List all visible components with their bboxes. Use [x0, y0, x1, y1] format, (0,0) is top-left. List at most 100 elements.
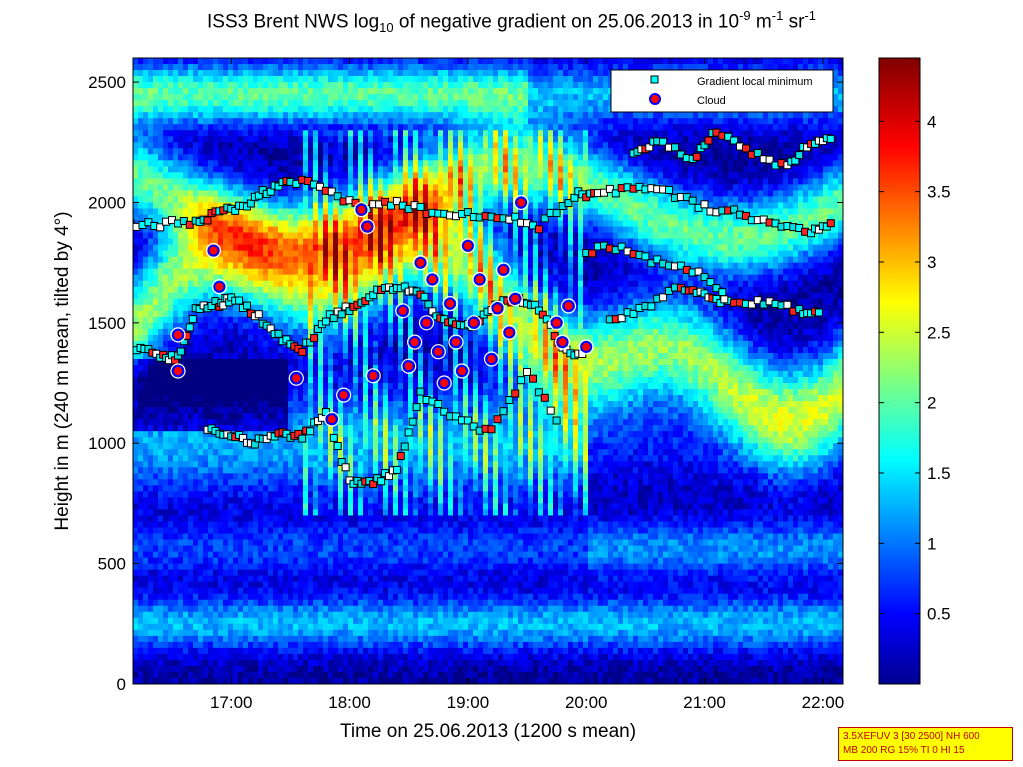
heatmap-cell: [358, 641, 364, 649]
heatmap-cell: [153, 256, 159, 264]
heatmap-cell: [363, 316, 369, 324]
heatmap-cell: [293, 467, 299, 474]
heatmap-cell: [168, 449, 174, 456]
heatmap-cell: [358, 599, 364, 607]
heatmap-cell: [148, 112, 154, 119]
heatmap-cell: [133, 94, 139, 101]
heatmap-cell: [303, 533, 309, 541]
heatmap-cell: [193, 364, 199, 372]
heatmap-cell: [318, 364, 324, 372]
heatmap-cell: [353, 190, 359, 198]
heatmap-cell: [318, 599, 324, 607]
heatmap-cell: [348, 425, 354, 432]
heatmap-cell: [253, 352, 259, 360]
heatmap-cell: [288, 358, 294, 366]
heatmap-cell: [253, 70, 259, 77]
heatmap-cell: [343, 671, 349, 679]
heatmap-cell: [138, 94, 144, 101]
heatmap-cell: [198, 623, 204, 631]
heatmap-cell: [353, 82, 359, 89]
heatmap-cell: [313, 106, 319, 113]
heatmap-cell: [368, 473, 374, 480]
heatmap-cell: [278, 232, 284, 240]
heatmap-cell: [368, 629, 374, 637]
heatmap-cell: [263, 142, 269, 149]
heatmap-cell: [183, 503, 189, 511]
heatmap-cell: [318, 557, 324, 565]
heatmap-cell: [323, 551, 329, 559]
heatmap-cell: [228, 94, 234, 101]
heatmap-cell: [353, 641, 359, 649]
heatmap-cell: [183, 364, 189, 372]
heatmap-cell: [173, 443, 179, 450]
heatmap-cell: [283, 593, 289, 601]
heatmap-cell: [318, 449, 324, 456]
heatmap-cell: [343, 202, 349, 210]
heatmap-cell: [308, 214, 314, 222]
heatmap-cell: [133, 371, 139, 378]
heatmap-cell: [313, 196, 319, 204]
heatmap-cell: [318, 154, 324, 161]
heatmap-cell: [358, 340, 364, 348]
heatmap-cell: [138, 58, 144, 65]
heatmap-cell: [183, 190, 189, 198]
heatmap-cell: [278, 575, 284, 583]
heatmap-cell: [248, 190, 254, 198]
heatmap-cell: [308, 70, 314, 77]
heatmap-cell: [323, 581, 329, 589]
heatmap-cell: [318, 371, 324, 378]
heatmap-cell: [243, 557, 249, 565]
heatmap-cell: [218, 166, 224, 173]
heatmap-cell: [273, 605, 279, 613]
heatmap-cell: [208, 364, 214, 372]
heatmap-cell: [363, 419, 369, 426]
heatmap-cell: [143, 358, 149, 366]
heatmap-cell: [138, 196, 144, 204]
heatmap-cell: [173, 244, 179, 252]
heatmap-cell: [293, 581, 299, 589]
heatmap-cell: [183, 383, 189, 390]
heatmap-cell: [188, 377, 194, 384]
heatmap-cell: [258, 581, 264, 589]
heatmap-cell: [238, 160, 244, 167]
heatmap-cell: [328, 76, 334, 83]
heatmap-cell: [183, 653, 189, 661]
heatmap-cell: [268, 665, 274, 673]
heatmap-cell: [308, 437, 314, 444]
heatmap-cell: [208, 262, 214, 270]
heatmap-cell: [338, 340, 344, 348]
heatmap-cell: [193, 635, 199, 643]
heatmap-cell: [248, 334, 254, 342]
heatmap-cell: [263, 76, 269, 83]
heatmap-cell: [293, 64, 299, 71]
heatmap-cell: [268, 467, 274, 474]
heatmap-cell: [358, 449, 364, 456]
heatmap-cell: [308, 94, 314, 101]
heatmap-cell: [293, 226, 299, 234]
heatmap-cell: [173, 569, 179, 577]
title-sup: -9: [739, 8, 751, 23]
heatmap-cell: [143, 545, 149, 553]
heatmap-cell: [143, 461, 149, 468]
heatmap-cell: [213, 491, 219, 498]
heatmap-cell: [238, 220, 244, 228]
heatmap-cell: [298, 443, 304, 450]
heatmap-cell: [323, 274, 329, 282]
heatmap-cell: [203, 292, 209, 300]
heatmap-cell: [268, 196, 274, 204]
heatmap-cell: [323, 671, 329, 679]
heatmap-cell: [173, 160, 179, 167]
heatmap-cell: [358, 100, 364, 107]
heatmap-cell: [338, 539, 344, 547]
heatmap-cell: [338, 238, 344, 246]
heatmap-cell: [193, 599, 199, 607]
heatmap-cell: [288, 262, 294, 270]
heatmap-cell: [268, 310, 274, 318]
heatmap-cell: [223, 485, 229, 492]
heatmap-cell: [238, 76, 244, 83]
heatmap-cell: [268, 250, 274, 258]
heatmap-cell: [203, 473, 209, 480]
heatmap-cell: [278, 226, 284, 234]
heatmap-cell: [333, 653, 339, 661]
heatmap-cell: [233, 401, 239, 408]
